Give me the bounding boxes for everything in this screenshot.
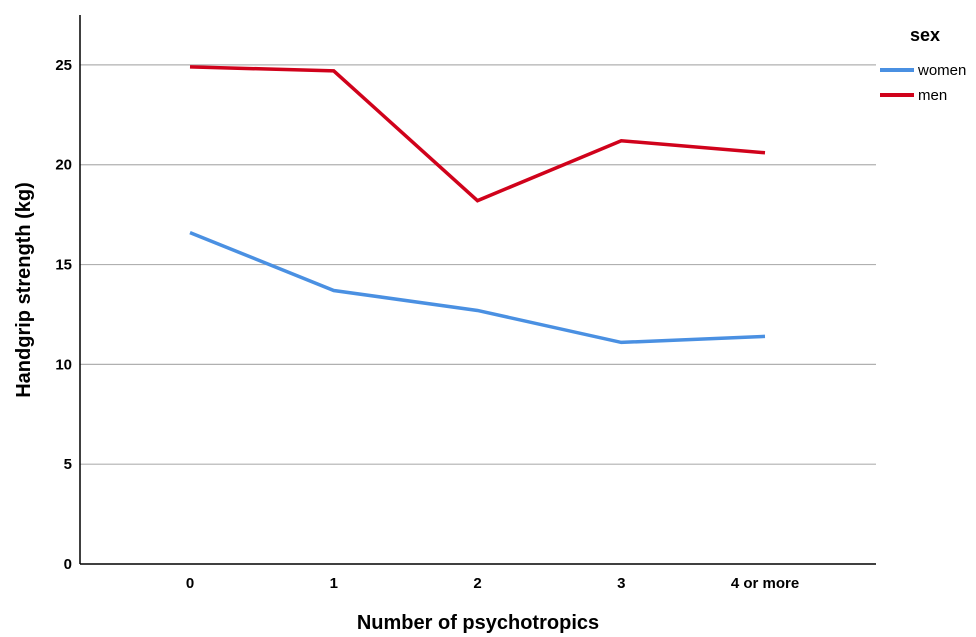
- x-tick-label: 1: [330, 575, 338, 592]
- gridlines: [80, 64, 876, 465]
- x-tick-label: 0: [186, 575, 194, 592]
- x-tick-label: 3: [617, 575, 625, 592]
- legend-title: sex: [910, 25, 940, 45]
- legend-label-men: men: [918, 87, 947, 104]
- series-line-men: [189, 65, 766, 203]
- y-tick-label: 0: [64, 556, 72, 573]
- legend-label-women: women: [917, 62, 966, 79]
- x-tick-labels: 0 1 2 3 4 or more: [186, 575, 799, 592]
- y-tick-labels: 0 5 10 15 20 25: [55, 57, 72, 573]
- x-axis-title: Number of psychotropics: [357, 612, 599, 634]
- y-tick-label: 15: [55, 257, 72, 274]
- x-tick-label: 2: [473, 575, 481, 592]
- x-tick-label: 4 or more: [731, 575, 799, 592]
- y-tick-label: 5: [64, 456, 72, 473]
- legend: sex women men: [880, 25, 966, 104]
- y-axis-title: Handgrip strength (kg): [13, 182, 35, 398]
- y-tick-label: 20: [55, 157, 72, 174]
- series-line-women: [189, 230, 766, 345]
- y-tick-label: 25: [55, 57, 72, 74]
- y-tick-label: 10: [55, 356, 72, 373]
- series-lines: [189, 65, 766, 345]
